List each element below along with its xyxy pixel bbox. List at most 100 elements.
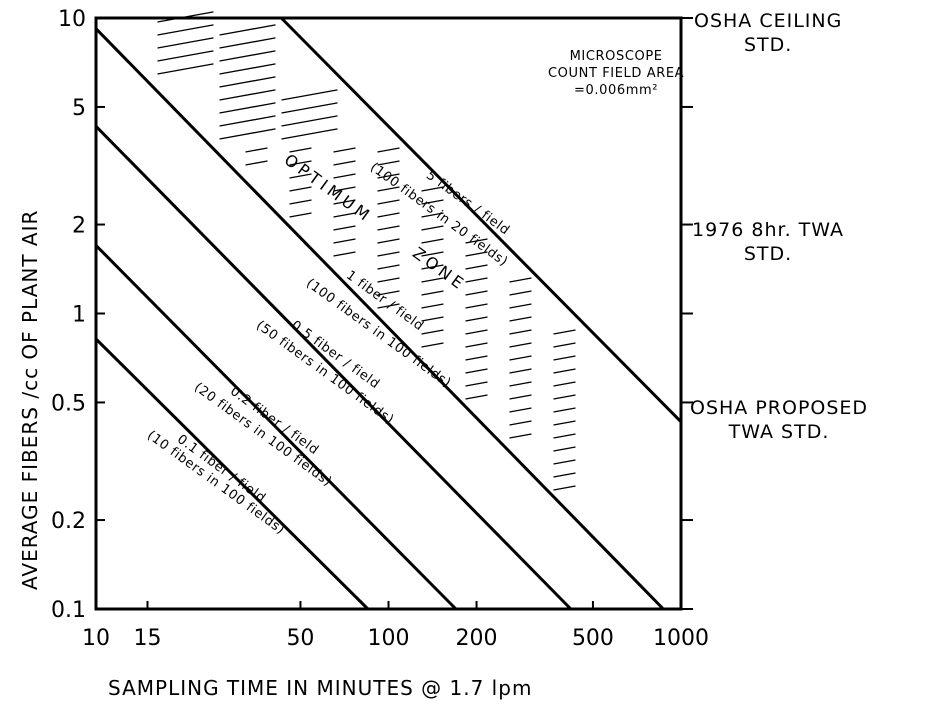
hatch-dash	[333, 212, 356, 218]
hatch-dash	[509, 290, 532, 296]
series-line-5	[94, 337, 369, 611]
x-axis: 10 15 50 100 200 500 1000	[82, 601, 709, 651]
y-axis: 0.1 0.2 0.5 1 2 5 10	[51, 7, 693, 623]
hatch-dash	[219, 89, 276, 101]
x-tick-label: 200	[456, 626, 498, 651]
x-axis-title: SAMPLING TIME IN MINUTES @ 1.7 lpm	[108, 676, 533, 700]
hatch-dash	[219, 24, 276, 36]
hatch-dash	[553, 459, 576, 465]
hatch-dash	[509, 433, 532, 439]
hatch-dash	[377, 251, 400, 257]
hatch-dash	[377, 290, 400, 296]
y-tick-label: 0.5	[51, 391, 86, 416]
hatch-dash	[509, 316, 532, 322]
y-tick-label: 2	[72, 214, 86, 239]
hatch-dash	[333, 160, 356, 166]
hatch-dash	[289, 186, 312, 192]
hatch-dash	[553, 446, 576, 452]
hatch-dash	[333, 147, 356, 153]
x-tick-label: 1000	[653, 626, 709, 651]
osha-ceiling-line-2: STD.	[744, 34, 793, 56]
hatch-dash	[465, 394, 488, 400]
hatch-dash	[245, 147, 268, 153]
y-tick-label: 0.1	[51, 598, 86, 623]
hatch-dash	[377, 212, 400, 218]
hatch-dash	[465, 329, 488, 335]
hatch-dash	[333, 186, 356, 192]
hatch-dash	[377, 264, 400, 270]
osha-proposed-line-2: TWA STD.	[728, 421, 830, 443]
hatch-dash	[289, 173, 312, 179]
series-lines	[94, 16, 683, 611]
hatch-dash	[219, 115, 276, 127]
y-tick-label: 1	[72, 303, 86, 328]
hatch-dash	[421, 329, 444, 335]
hatch-dash	[421, 186, 444, 192]
series-line-1	[280, 16, 683, 423]
hatch-dash	[553, 472, 576, 478]
hatch-dash	[157, 63, 214, 75]
hatch-dash	[377, 277, 400, 283]
x-tick-label: 15	[134, 626, 162, 651]
hatch-dash	[465, 355, 488, 361]
hatch-dash	[289, 199, 312, 205]
hatch-dash	[421, 199, 444, 205]
hatch-dash	[421, 225, 444, 231]
hatch-dash	[219, 128, 276, 140]
hatch-dash	[509, 277, 532, 283]
hatch-dash	[289, 160, 312, 166]
hatch-dash	[377, 303, 400, 309]
hatch-dash	[509, 420, 532, 426]
microscope-note: MICROSCOPE COUNT FIELD AREA =0.006mm²	[548, 48, 684, 99]
hatch-dash	[281, 102, 338, 114]
hatch-dash	[465, 368, 488, 374]
hatch-dash	[509, 355, 532, 361]
hatch-dash	[465, 290, 488, 296]
x-tick-label: 10	[82, 626, 110, 651]
hatch-dash	[509, 381, 532, 387]
hatch-dash	[553, 368, 576, 374]
hatch-dash	[553, 485, 576, 491]
twa-1976-line-1: 1976 8hr. TWA	[692, 219, 845, 241]
twa-1976-line-2: STD.	[743, 243, 793, 265]
hatch-dash	[281, 128, 338, 140]
twa-1976-note: 1976 8hr. TWA STD.	[692, 218, 844, 266]
y-tick-label: 5	[72, 96, 86, 121]
hatch-dash	[553, 342, 576, 348]
hatch-dash	[465, 251, 488, 257]
hatch-dash	[281, 115, 338, 127]
hatch-dash	[157, 50, 214, 62]
hatch-dash	[509, 303, 532, 309]
hatch-dash	[421, 316, 444, 322]
hatch-dash	[333, 251, 356, 257]
osha-ceiling-note: OSHA CEILING STD.	[694, 9, 842, 57]
series-line-4	[94, 244, 457, 611]
y-axis-title: AVERAGE FIBERS /cc OF PLANT AIR	[18, 209, 42, 590]
hatch-dash	[465, 303, 488, 309]
hatch-dash	[509, 342, 532, 348]
hatch-dash	[219, 37, 276, 49]
x-tick-label: 50	[286, 626, 314, 651]
hatch-dash	[333, 199, 356, 205]
hatch-dash	[553, 381, 576, 387]
hatch-dash	[219, 63, 276, 75]
hatch-dash	[509, 368, 532, 374]
hatch-dash	[509, 407, 532, 413]
series-line-3	[94, 125, 572, 611]
hatch-dash	[377, 160, 400, 166]
hatch-dash	[377, 186, 400, 192]
hatch-dash	[465, 238, 488, 244]
microscope-note-line-1: MICROSCOPE	[569, 49, 663, 64]
hatch-dash	[553, 329, 576, 335]
osha-ceiling-line-1: OSHA CEILING	[694, 10, 843, 32]
hatch-dash	[421, 251, 444, 257]
hatch-dash	[421, 212, 444, 218]
hatch-dash	[333, 238, 356, 244]
hatch-dash	[421, 290, 444, 296]
hatch-dash	[157, 37, 214, 49]
hatch-dash	[219, 76, 276, 88]
y-tick-label: 10	[58, 7, 86, 32]
x-tick-label: 500	[572, 626, 614, 651]
hatch-dash	[333, 225, 356, 231]
